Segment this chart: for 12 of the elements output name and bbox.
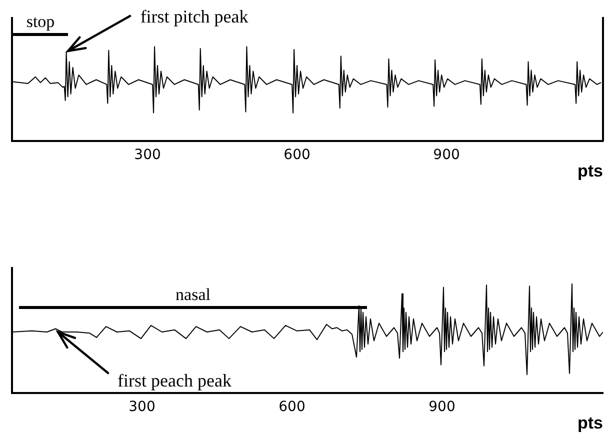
x-tick-label: 600	[278, 399, 306, 416]
x-axis-title: pts	[578, 413, 603, 432]
x-tick-label: 600	[284, 147, 310, 164]
text: stop	[26, 12, 55, 31]
x-tick-label: 900	[428, 399, 456, 416]
x-tick-label: 300	[134, 147, 161, 164]
x-tick-label: 900	[433, 147, 460, 164]
annotation: first peach peak	[118, 370, 232, 391]
annotation: first pitch peak	[140, 6, 248, 26]
annotation: nasal	[176, 284, 211, 304]
x-tick-label: 300	[128, 399, 156, 416]
x-axis-title: pts	[578, 161, 603, 180]
